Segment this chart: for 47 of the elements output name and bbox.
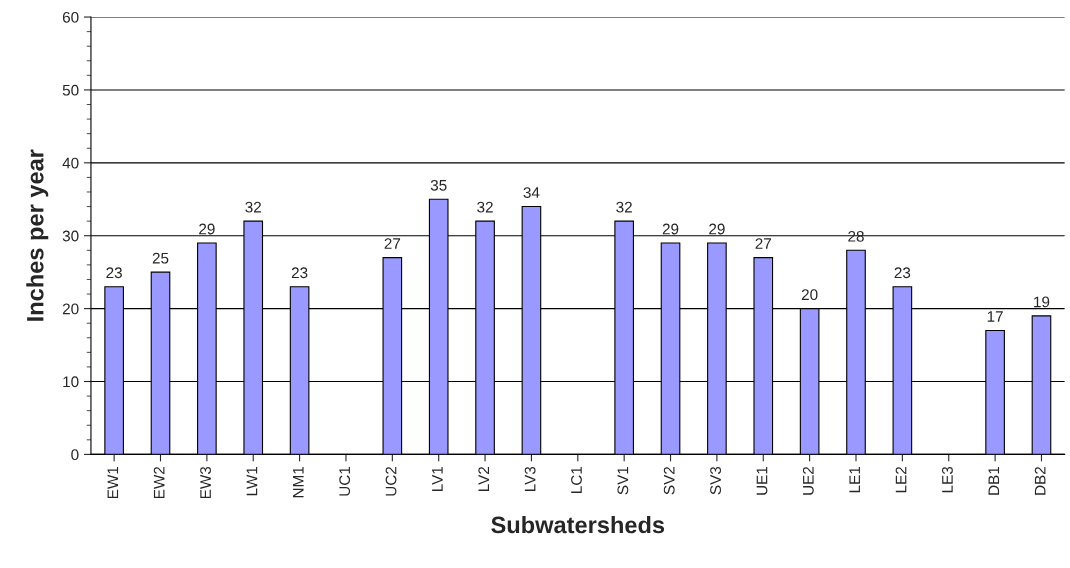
x-tick-label: DB1 — [988, 466, 1000, 495]
data-label: 32 — [245, 201, 261, 213]
data-label: 20 — [801, 289, 818, 301]
x-tick-label: LE2 — [895, 466, 907, 493]
x-tick-label: LE3 — [942, 466, 953, 493]
x-tick-label: EW2 — [153, 466, 165, 499]
data-label: 23 — [106, 267, 122, 279]
x-tick-label: UC1 — [339, 466, 351, 496]
data-label: 25 — [152, 252, 169, 264]
x-tick-label: UE2 — [802, 466, 814, 495]
y-tick-label: 40 — [62, 157, 79, 169]
x-tick-label: EW1 — [107, 466, 119, 499]
data-label: 29 — [662, 223, 679, 235]
x-tick-label: LV1 — [432, 466, 443, 492]
x-tick-label: SV3 — [710, 466, 721, 495]
data-label: 23 — [291, 267, 308, 279]
data-label: 23 — [894, 267, 911, 279]
data-label: 17 — [987, 311, 1003, 322]
data-label: 27 — [755, 238, 771, 249]
y-tick-label: 20 — [62, 303, 79, 315]
data-label: 27 — [384, 238, 401, 249]
x-tick-label: UE1 — [756, 466, 768, 495]
y-tick-label: 60 — [62, 11, 79, 23]
y-tick-label: 50 — [62, 84, 79, 96]
x-tick-label: UC2 — [385, 466, 397, 496]
data-label: 32 — [616, 201, 632, 213]
x-tick-label: NM1 — [293, 466, 304, 498]
data-label: 35 — [430, 179, 447, 191]
data-label: 32 — [477, 201, 493, 213]
data-label: 29 — [199, 223, 215, 235]
y-axis-title: Inches per year — [26, 149, 49, 321]
y-tick-label: 10 — [63, 376, 79, 388]
x-tick-label: LC1 — [571, 466, 582, 493]
data-label: 34 — [523, 187, 540, 198]
x-tick-label: LV3 — [524, 466, 536, 492]
y-tick-label: 0 — [71, 449, 79, 461]
x-tick-label: LE1 — [849, 466, 860, 493]
x-axis-title: Subwatersheds — [491, 515, 665, 534]
data-label: 19 — [1034, 296, 1050, 308]
x-tick-label: SV1 — [617, 466, 629, 495]
x-tick-label: LW1 — [246, 466, 258, 496]
x-tick-label: DB2 — [1034, 466, 1046, 495]
y-tick-label: 30 — [62, 230, 79, 242]
x-tick-label: LV2 — [478, 466, 490, 492]
data-label: 29 — [709, 223, 725, 235]
x-tick-label: SV2 — [663, 466, 675, 495]
x-tick-label: EW3 — [200, 466, 211, 499]
